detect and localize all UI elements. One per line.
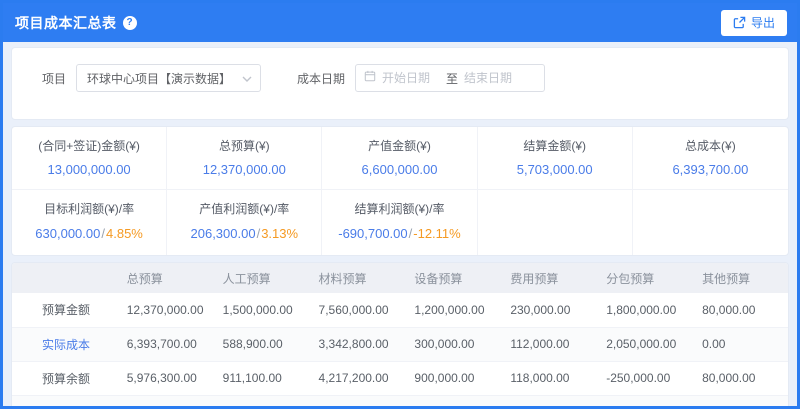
table-cell: 230,000.00 — [500, 293, 597, 328]
row-label: 预算余额 — [12, 361, 117, 396]
cost-date-label: 成本日期 — [297, 71, 346, 86]
summary-card-output-amount: 产值金额(¥) 6,600,000.00 — [322, 127, 478, 190]
summary-card-value: 5,703,000.00 — [516, 162, 593, 177]
table-cell: 112,000.00 — [500, 327, 597, 362]
table-cell: 6,393,700.00 — [116, 327, 213, 362]
export-icon — [733, 16, 746, 29]
help-icon[interactable]: ? — [122, 15, 137, 30]
table-row-cost-progress: 成本进度 51.69% 39.26% 44.22% 25.00% 48.70% … — [12, 395, 788, 406]
actual-cost-link[interactable]: 实际成本 — [12, 327, 117, 362]
summary-card-label: 结算金额(¥) — [523, 139, 587, 153]
summary-card-value: 6,393,700.00 — [672, 162, 749, 177]
project-filter-label: 项目 — [42, 71, 67, 86]
filter-panel: 项目 环球中心项目【演示数据】 成本日期 — [11, 47, 789, 120]
summary-card-amount: 206,300.00 — [190, 226, 256, 241]
table-cell: -250,000.00 — [596, 361, 693, 396]
table-cell: - — [692, 395, 788, 406]
start-date-input[interactable] — [382, 71, 441, 85]
export-button[interactable]: 导出 — [720, 9, 787, 36]
table-cell: 80,000.00 — [692, 293, 788, 328]
budget-table-panel: 总预算 人工预算 材料预算 设备预算 费用预算 分包预算 其他预算 预算金额 1… — [11, 262, 789, 406]
column-header-blank — [12, 263, 117, 293]
table-row-budget-balance: 预算余额 5,976,300.00 911,100.00 4,217,200.0… — [12, 361, 788, 396]
summary-card-rate: -12.11% — [413, 226, 461, 241]
column-header-material-budget: 材料预算 — [308, 263, 405, 293]
project-select[interactable]: 环球中心项目【演示数据】 — [76, 64, 262, 92]
summary-card-rate: 4.85% — [106, 226, 143, 241]
summary-card-label: 总预算(¥) — [218, 139, 270, 153]
summary-card-label: (合同+签证)金额(¥) — [38, 139, 140, 153]
table-cell: 1,800,000.00 — [596, 293, 693, 328]
summary-card-value: 13,000,000.00 — [47, 162, 131, 177]
summary-panel: (合同+签证)金额(¥) 13,000,000.00 总预算(¥) 12,370… — [11, 126, 789, 256]
column-header-other-budget: 其他预算 — [692, 263, 788, 293]
summary-card-amount: -690,700.00 — [338, 226, 408, 241]
summary-card-amount: 630,000.00 — [35, 226, 101, 241]
table-cell: 118,000.00 — [500, 361, 597, 396]
table-cell: 0.00 — [692, 327, 788, 362]
summary-card-label: 产值利润额(¥)/率 — [199, 202, 290, 216]
column-header-labor-budget: 人工预算 — [212, 263, 309, 293]
page-title: 项目成本汇总表 — [15, 14, 117, 31]
table-cell: 7,560,000.00 — [308, 293, 405, 328]
export-button-label: 导出 — [750, 16, 775, 30]
column-header-total-budget: 总预算 — [116, 263, 213, 293]
slash-separator: / — [256, 226, 261, 241]
calendar-icon — [364, 69, 376, 87]
end-date-input[interactable] — [464, 71, 523, 85]
budget-table: 总预算 人工预算 材料预算 设备预算 费用预算 分包预算 其他预算 预算金额 1… — [12, 263, 788, 406]
table-cell: 4,217,200.00 — [308, 361, 405, 396]
summary-card-contract-amount: (合同+签证)金额(¥) 13,000,000.00 — [12, 127, 168, 190]
summary-card-label: 产值金额(¥) — [368, 139, 431, 153]
table-cell: 12,370,000.00 — [116, 293, 213, 328]
table-cell: 80,000.00 — [692, 361, 788, 396]
table-cell: 911,100.00 — [212, 361, 309, 396]
table-cell: 39.26% — [212, 395, 309, 406]
column-header-subcontract-budget: 分包预算 — [596, 263, 693, 293]
slash-separator: / — [408, 226, 413, 241]
summary-card-empty — [633, 190, 788, 255]
table-cell-over-budget: 113.89% — [596, 395, 693, 406]
summary-card-settlement-profit: 结算利润额(¥)/率 -690,700.00/-12.11% — [322, 190, 478, 255]
summary-card-output-profit: 产值利润额(¥)/率 206,300.00/3.13% — [167, 190, 323, 255]
date-separator: 至 — [446, 71, 459, 86]
chevron-down-icon — [242, 69, 252, 87]
table-cell: 2,050,000.00 — [596, 327, 693, 362]
table-cell: 1,500,000.00 — [212, 293, 309, 328]
summary-card-label: 结算利润额(¥)/率 — [354, 202, 445, 216]
table-cell: 300,000.00 — [404, 327, 501, 362]
summary-card-label: 总成本(¥) — [685, 139, 736, 153]
summary-card-rate: 3.13% — [261, 226, 299, 241]
table-cell: 25.00% — [404, 395, 501, 406]
row-label: 成本进度 — [12, 395, 117, 406]
summary-card-total-cost: 总成本(¥) 6,393,700.00 — [632, 127, 788, 190]
table-cell: 48.70% — [500, 395, 597, 406]
column-header-expense-budget: 费用预算 — [500, 263, 597, 293]
table-cell: 5,976,300.00 — [116, 361, 213, 396]
table-header-row: 总预算 人工预算 材料预算 设备预算 费用预算 分包预算 其他预算 — [12, 263, 788, 293]
row-label: 预算金额 — [12, 293, 117, 328]
summary-card-total-budget: 总预算(¥) 12,370,000.00 — [167, 127, 323, 190]
column-header-equipment-budget: 设备预算 — [404, 263, 501, 293]
date-range-picker[interactable]: 至 — [355, 64, 546, 92]
table-cell: 588,900.00 — [212, 327, 309, 362]
summary-card-target-profit: 目标利润额(¥)/率 630,000.00/4.85% — [12, 190, 168, 255]
table-cell: 1,200,000.00 — [404, 293, 501, 328]
title-bar: 项目成本汇总表 ? 导出 — [3, 3, 797, 42]
summary-card-value: 12,370,000.00 — [202, 162, 286, 177]
summary-card-settlement-amount: 结算金额(¥) 5,703,000.00 — [477, 127, 633, 190]
summary-card-label: 目标利润额(¥)/率 — [44, 202, 135, 216]
project-select-value: 环球中心项目【演示数据】 — [87, 71, 232, 86]
summary-card-empty — [478, 190, 633, 255]
table-cell: 3,342,800.00 — [308, 327, 405, 362]
table-row-budget-amount: 预算金额 12,370,000.00 1,500,000.00 7,560,00… — [12, 293, 788, 328]
summary-card-value: 6,600,000.00 — [361, 162, 438, 177]
table-row-actual-cost: 实际成本 6,393,700.00 588,900.00 3,342,800.0… — [12, 327, 788, 362]
table-cell: 51.69% — [116, 395, 213, 406]
slash-separator: / — [101, 226, 105, 241]
table-cell: 44.22% — [308, 395, 405, 406]
table-cell: 900,000.00 — [404, 361, 501, 396]
